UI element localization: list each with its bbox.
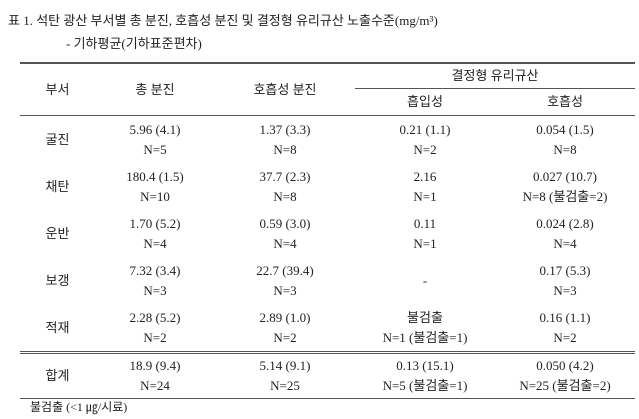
cell-line: 0.21 (1.1) bbox=[399, 121, 451, 137]
cell: 2.28 (5.2) N=2 bbox=[95, 304, 215, 353]
cell-line: N=3 bbox=[273, 282, 297, 298]
table-row: 굴진 5.96 (4.1) N=5 1.37 (3.3) N=8 0.21 (1.1) N=… bbox=[20, 116, 635, 164]
cell-line: 1.37 (3.3) bbox=[259, 121, 311, 137]
cell-line: 5.96 (4.1) bbox=[129, 121, 181, 137]
table-row: 합계 18.9 (9.4) N=24 5.14 (9.1) N=25 0.13 (15.1… bbox=[20, 351, 636, 399]
cell: 0.13 (15.1) N=5 (불검출=1) bbox=[355, 351, 495, 399]
cell-line: N=1 bbox=[413, 235, 437, 251]
subheader-row: 흡입성 호흡성 bbox=[20, 88, 636, 116]
cell: 0.024 (2.8) N=4 bbox=[495, 210, 635, 257]
cell-line: N=1 bbox=[413, 188, 437, 204]
cell: 0.17 (5.3) N=3 bbox=[495, 257, 635, 304]
cell: 22.7 (39.4) N=3 bbox=[215, 257, 355, 304]
cell-line: 2.89 (1.0) bbox=[259, 309, 311, 325]
table-head: 부서 총 분진 호흡성 분진 결정형 유리규산 흡입성 호흡성 bbox=[20, 62, 636, 116]
cell-line: 0.13 (15.1) bbox=[396, 358, 454, 373]
row-label: 운반 bbox=[45, 225, 70, 241]
column-header: 부서 bbox=[20, 62, 95, 116]
cell: 0.16 (1.1) N=2 bbox=[495, 304, 635, 353]
cell-line: N=10 bbox=[140, 188, 170, 204]
column-header: 호흡성 분진 bbox=[215, 62, 355, 116]
cell: 180.4 (1.5) N=10 bbox=[95, 163, 215, 210]
cell-line: 불검출 bbox=[407, 309, 443, 325]
cell-line: N=3 bbox=[553, 282, 577, 298]
footnote: 불검출 (<1 ㎍/시료) bbox=[30, 400, 128, 414]
header-row: 부서 총 분진 호흡성 분진 결정형 유리규산 bbox=[20, 62, 636, 116]
cell-line: N=2 bbox=[553, 329, 577, 345]
subcolumn-header: 흡입성 bbox=[355, 88, 495, 116]
cell-line: 1.70 (5.2) bbox=[129, 215, 181, 231]
cell-line: N=1 (불검출=1) bbox=[382, 329, 468, 345]
cell: 0.054 (1.5) N=8 bbox=[495, 116, 635, 164]
cell-line: N=5 bbox=[143, 141, 167, 157]
exposure-table: 부서 총 분진 호흡성 분진 결정형 유리규산 흡입성 호흡성 굴진 5.96 (… bbox=[20, 62, 636, 399]
cell-line: N=2 bbox=[273, 329, 297, 345]
cell-line: N=25 bbox=[270, 378, 300, 393]
row-label: 적재 bbox=[45, 319, 70, 335]
table-row: 적재 2.28 (5.2) N=2 2.89 (1.0) N=2 불검출 N=1 (불검출=… bbox=[20, 304, 635, 353]
row-label: 보갱 bbox=[45, 272, 70, 288]
cell: 2.89 (1.0) N=2 bbox=[215, 304, 355, 353]
column-header: 총 분진 bbox=[95, 62, 215, 116]
cell-line: N=25 (불검출=2) bbox=[519, 378, 611, 393]
subcolumn-header: 호흡성 bbox=[495, 88, 636, 116]
cell-line: N=2 bbox=[413, 141, 437, 157]
cell-line: 180.4 (1.5) bbox=[126, 168, 184, 184]
cell: 18.9 (9.4) N=24 bbox=[95, 351, 215, 399]
cell: - bbox=[355, 257, 495, 304]
subtitle: - 기하평균(기하표준편차) bbox=[66, 36, 202, 51]
cell-line: N=5 (불검출=1) bbox=[382, 378, 468, 393]
title: 표 1. 석탄 광산 부서별 총 분진, 호흡성 분진 및 결정형 유리규산 노… bbox=[8, 13, 438, 28]
cell-line: 0.16 (1.1) bbox=[539, 309, 591, 325]
table-row: 운반 1.70 (5.2) N=4 0.59 (3.0) N=4 0.11 N=1 0.024… bbox=[20, 210, 635, 257]
group-header: 결정형 유리규산 bbox=[355, 62, 636, 89]
cell-line: N=2 bbox=[143, 329, 167, 345]
cell-line: N=4 bbox=[553, 235, 577, 251]
cell-line: N=3 bbox=[143, 282, 167, 298]
cell-line: 0.59 (3.0) bbox=[259, 215, 311, 231]
cell: 0.21 (1.1) N=2 bbox=[355, 116, 495, 164]
cell: 0.11 N=1 bbox=[355, 210, 495, 257]
cell-line: 2.28 (5.2) bbox=[129, 309, 181, 325]
cell: 불검출 N=1 (불검출=1) bbox=[355, 304, 495, 353]
cell: 1.37 (3.3) N=8 bbox=[215, 116, 355, 164]
cell-line: 37.7 (2.3) bbox=[259, 168, 311, 184]
cell: 2.16 N=1 bbox=[355, 163, 495, 210]
cell-line: 0.11 bbox=[413, 215, 437, 231]
cell-line: 0.050 (4.2) bbox=[536, 358, 594, 373]
cell-line: N=8 bbox=[273, 188, 297, 204]
cell-line: N=8 bbox=[273, 141, 297, 157]
cell: 1.70 (5.2) N=4 bbox=[95, 210, 215, 257]
row-label: 채탄 bbox=[45, 178, 70, 194]
cell-line: N=4 bbox=[143, 235, 167, 251]
cell: 0.050 (4.2) N=25 (불검출=2) bbox=[495, 351, 636, 399]
cell-line: 2.16 bbox=[413, 168, 437, 184]
table-row: 보갱 7.32 (3.4) N=3 22.7 (39.4) N=3 - 0.17 (5.3)… bbox=[20, 257, 635, 304]
cell-line: 0.054 (1.5) bbox=[536, 121, 594, 137]
cell-line: N=8 (불검출=2) bbox=[522, 188, 608, 204]
table-body: 굴진 5.96 (4.1) N=5 1.37 (3.3) N=8 0.21 (1.1) N=… bbox=[20, 116, 636, 399]
cell-line: 0.024 (2.8) bbox=[536, 215, 594, 231]
cell: 5.14 (9.1) N=25 bbox=[215, 351, 355, 399]
cell-line: N=4 bbox=[273, 235, 297, 251]
cell-line: - bbox=[422, 272, 428, 288]
table-row: 채탄 180.4 (1.5) N=10 37.7 (2.3) N=8 2.16 N=1 0.0… bbox=[20, 163, 635, 210]
row-label: 합계 bbox=[20, 351, 95, 399]
cell-line: N=24 bbox=[140, 378, 170, 393]
cell-line: 18.9 (9.4) bbox=[129, 358, 181, 373]
cell: 5.96 (4.1) N=5 bbox=[95, 116, 215, 164]
row-label: 굴진 bbox=[45, 131, 70, 147]
cell-line: 0.027 (10.7) bbox=[533, 168, 597, 184]
cell: 7.32 (3.4) N=3 bbox=[95, 257, 215, 304]
cell-line: 5.14 (9.1) bbox=[259, 358, 311, 373]
cell-line: 22.7 (39.4) bbox=[256, 262, 314, 278]
cell: 37.7 (2.3) N=8 bbox=[215, 163, 355, 210]
cell: 0.027 (10.7) N=8 (불검출=2) bbox=[495, 163, 635, 210]
cell-line: 7.32 (3.4) bbox=[129, 262, 181, 278]
cell: 0.59 (3.0) N=4 bbox=[215, 210, 355, 257]
cell-line: N=8 bbox=[553, 141, 577, 157]
cell-line: 0.17 (5.3) bbox=[539, 262, 591, 278]
